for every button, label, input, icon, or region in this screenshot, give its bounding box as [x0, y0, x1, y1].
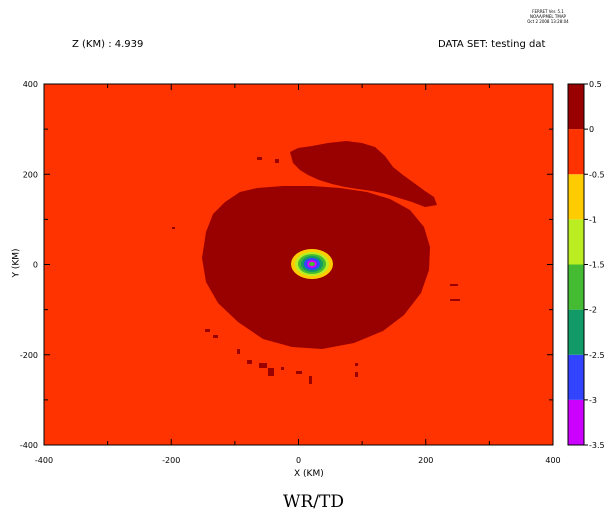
colorbar-swatch — [568, 219, 584, 265]
speck — [237, 349, 240, 354]
colorbar-swatch — [568, 399, 584, 445]
speck — [275, 159, 279, 163]
colorbar-label: -3.5 — [589, 441, 605, 450]
colorbar-swatch — [568, 264, 584, 310]
speck — [281, 367, 284, 370]
colorbar-label: -2 — [589, 306, 597, 315]
x-tick-label: -200 — [162, 456, 180, 465]
axes: -400 -200 0 200 400 400 200 0 -200 -400 — [20, 80, 561, 465]
y-tick-label: -400 — [20, 441, 38, 450]
speck — [309, 376, 312, 384]
speck — [205, 329, 210, 332]
plot-area — [43, 83, 554, 446]
colorbar-label: -1 — [589, 215, 597, 224]
colorbar-swatch — [568, 129, 584, 175]
colorbar-swatch — [568, 84, 584, 130]
colorbar: 0.5 0 -0.5 -1 -1.5 -2 -2.5 -3 -3.5 — [567, 80, 605, 450]
speck — [450, 284, 458, 286]
colorbar-label: 0.5 — [589, 80, 602, 89]
x-tick-label: 200 — [418, 456, 433, 465]
speck — [355, 372, 358, 377]
y-tick-label: 400 — [23, 80, 38, 89]
colorbar-label: -2.5 — [589, 351, 605, 360]
speck — [296, 371, 302, 374]
x-tick-label: 0 — [296, 456, 301, 465]
footer-title: WR/TD — [283, 492, 344, 512]
northeast-band — [290, 141, 437, 207]
eye-core — [309, 262, 315, 266]
y-tick-label: 0 — [33, 261, 38, 270]
x-axis-label: X (KM) — [294, 469, 324, 479]
speck — [213, 335, 218, 338]
colorbar-label: -3 — [589, 396, 597, 405]
speck — [247, 360, 252, 364]
colorbar-label: -0.5 — [589, 170, 605, 179]
colorbar-swatch — [568, 354, 584, 400]
speck — [355, 363, 358, 366]
y-tick-label: 200 — [23, 170, 38, 179]
x-tick-label: -400 — [35, 456, 53, 465]
ferret-org: NOAA/PMEL TMAP — [530, 14, 566, 19]
speck — [172, 227, 175, 229]
ferret-version: FERRET Ver. 5.1 — [532, 9, 564, 14]
eye — [291, 249, 333, 279]
ferret-info: FERRET Ver. 5.1 NOAA/PMEL TMAP Oct 2 200… — [518, 9, 578, 24]
z-level-label: Z (KM) : 4.939 — [72, 39, 144, 50]
speck — [257, 157, 262, 160]
y-tick-label: -200 — [20, 351, 38, 360]
speck — [268, 368, 274, 376]
colorbar-swatch — [568, 174, 584, 220]
colorbar-swatch — [568, 309, 584, 355]
speck — [259, 363, 267, 368]
speck — [450, 299, 460, 301]
colorbar-label: -1.5 — [589, 261, 605, 270]
x-tick-label: 400 — [545, 456, 560, 465]
y-axis-label: Y (KM) — [11, 248, 22, 278]
dataset-label: DATA SET: testing dat — [438, 39, 546, 50]
ferret-date: Oct 2 2008 13:28:04 — [527, 19, 569, 24]
colorbar-label: 0 — [589, 125, 594, 134]
